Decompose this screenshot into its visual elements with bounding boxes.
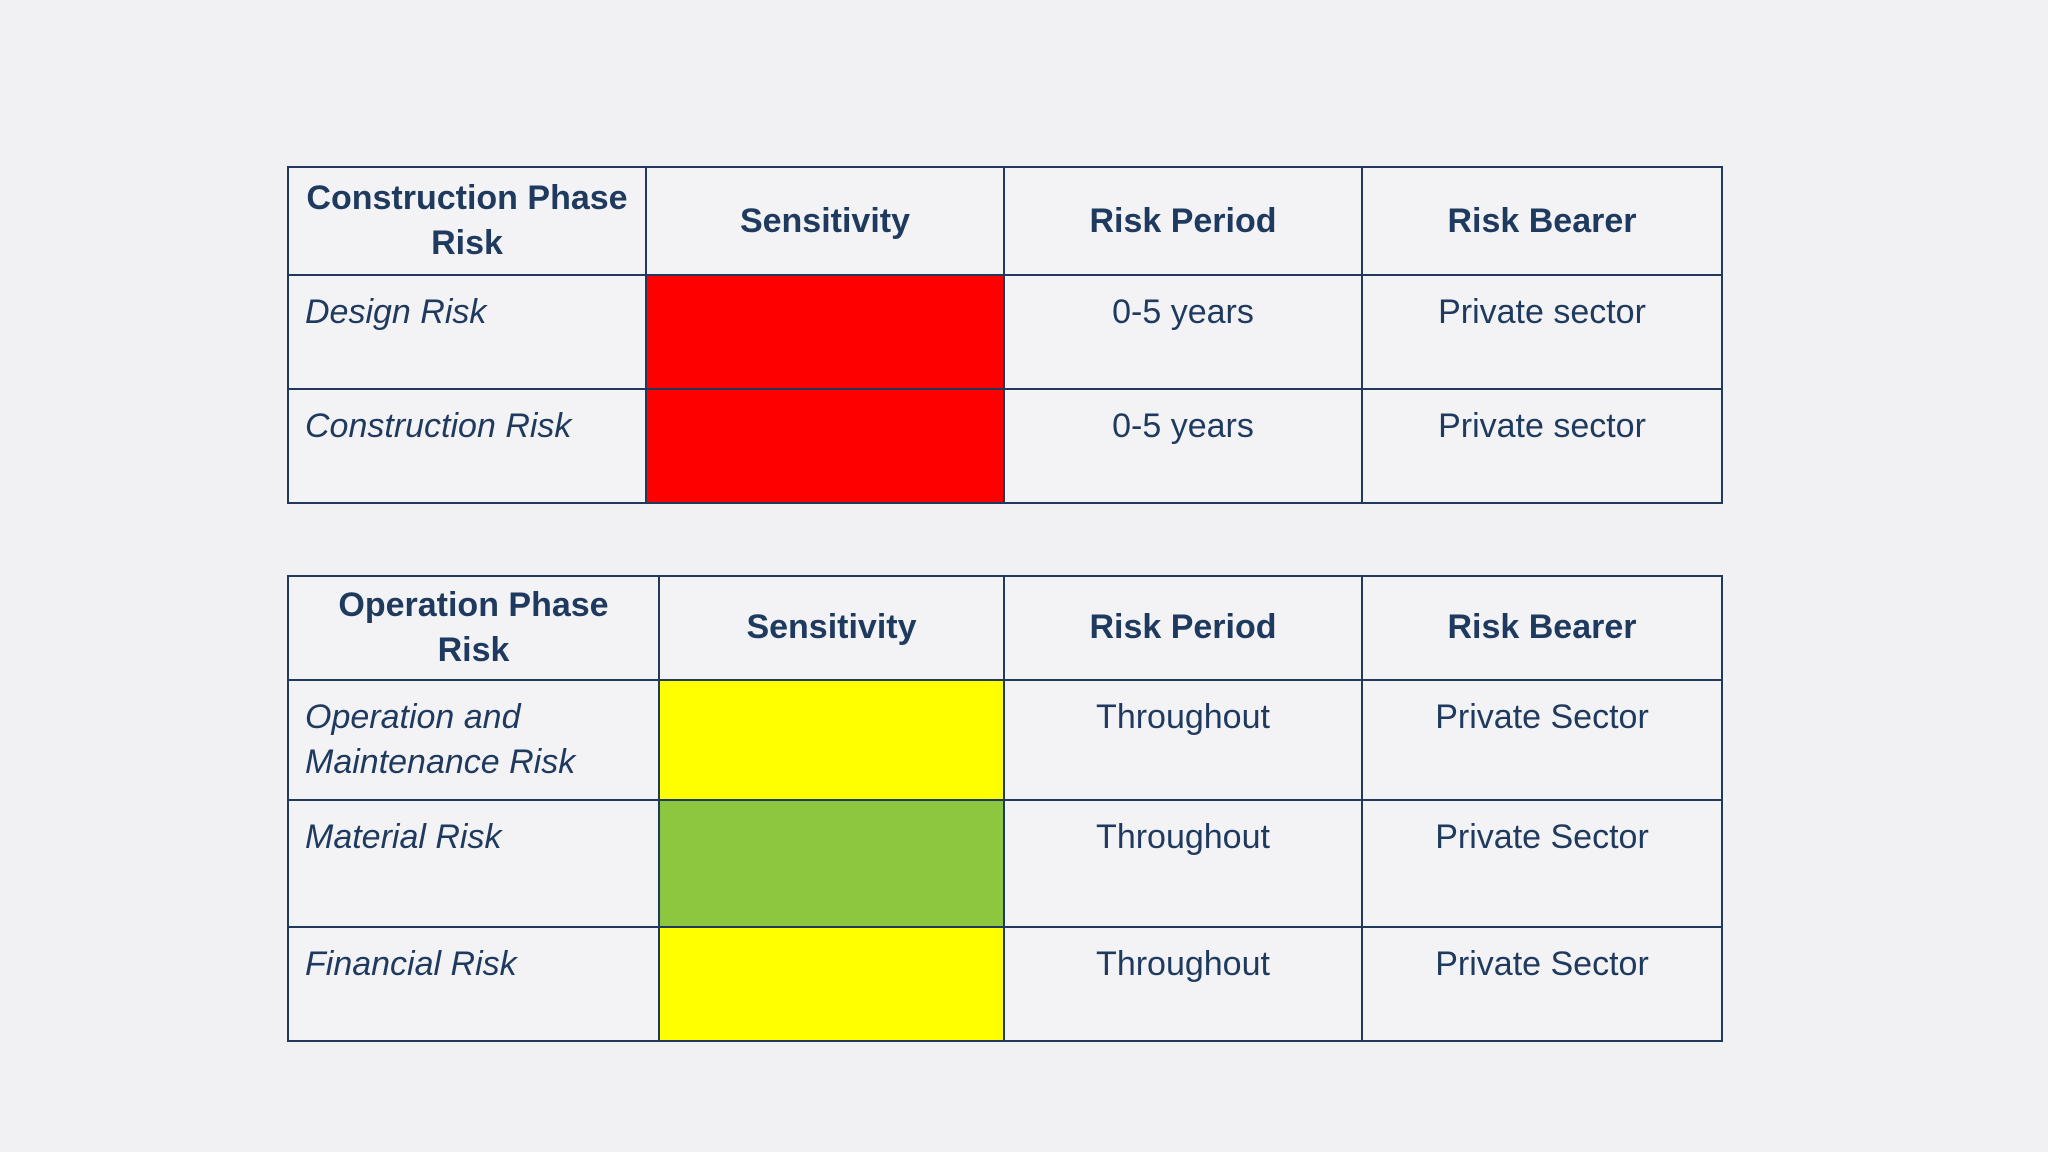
risk-name-cell: Financial Risk: [287, 925, 660, 1042]
header-risk-bearer: Risk Bearer: [1361, 575, 1723, 681]
sensitivity-color-cell: [658, 925, 1005, 1042]
risk-period-cell: Throughout: [1003, 798, 1363, 928]
header-risk-period: Risk Period: [1003, 575, 1363, 681]
sensitivity-color-cell: [645, 388, 1005, 504]
risk-name-cell: Design Risk: [287, 274, 647, 390]
risk-name-cell: Construction Risk: [287, 388, 647, 504]
table-row: Material Risk Throughout Private Sector: [287, 798, 1723, 928]
risk-bearer-cell: Private sector: [1361, 274, 1723, 390]
table-row: Financial Risk Throughout Private Sector: [287, 925, 1723, 1042]
risk-bearer-cell: Private sector: [1361, 388, 1723, 504]
risk-bearer-cell: Private Sector: [1361, 925, 1723, 1042]
table-header-row: Operation Phase Risk Sensitivity Risk Pe…: [287, 575, 1723, 681]
table-row: Operation and Maintenance Risk Throughou…: [287, 678, 1723, 801]
sensitivity-color-cell: [658, 678, 1005, 801]
sensitivity-color-cell: [658, 798, 1005, 928]
table-row: Construction Risk 0-5 years Private sect…: [287, 388, 1723, 504]
risk-period-cell: 0-5 years: [1003, 388, 1363, 504]
table-row: Design Risk 0-5 years Private sector: [287, 274, 1723, 390]
table-header-row: Construction Phase Risk Sensitivity Risk…: [287, 166, 1723, 276]
risk-name-cell: Material Risk: [287, 798, 660, 928]
header-risk-bearer: Risk Bearer: [1361, 166, 1723, 276]
header-construction-phase-risk: Construction Phase Risk: [287, 166, 647, 276]
risk-bearer-cell: Private Sector: [1361, 678, 1723, 801]
operation-phase-risk-table: Operation Phase Risk Sensitivity Risk Pe…: [287, 575, 1723, 1042]
risk-period-cell: Throughout: [1003, 925, 1363, 1042]
construction-phase-risk-table: Construction Phase Risk Sensitivity Risk…: [287, 166, 1723, 504]
risk-period-cell: Throughout: [1003, 678, 1363, 801]
risk-period-cell: 0-5 years: [1003, 274, 1363, 390]
header-operation-phase-risk: Operation Phase Risk: [287, 575, 660, 681]
header-sensitivity: Sensitivity: [658, 575, 1005, 681]
header-sensitivity: Sensitivity: [645, 166, 1005, 276]
sensitivity-color-cell: [645, 274, 1005, 390]
header-risk-period: Risk Period: [1003, 166, 1363, 276]
risk-bearer-cell: Private Sector: [1361, 798, 1723, 928]
risk-name-cell: Operation and Maintenance Risk: [287, 678, 660, 801]
